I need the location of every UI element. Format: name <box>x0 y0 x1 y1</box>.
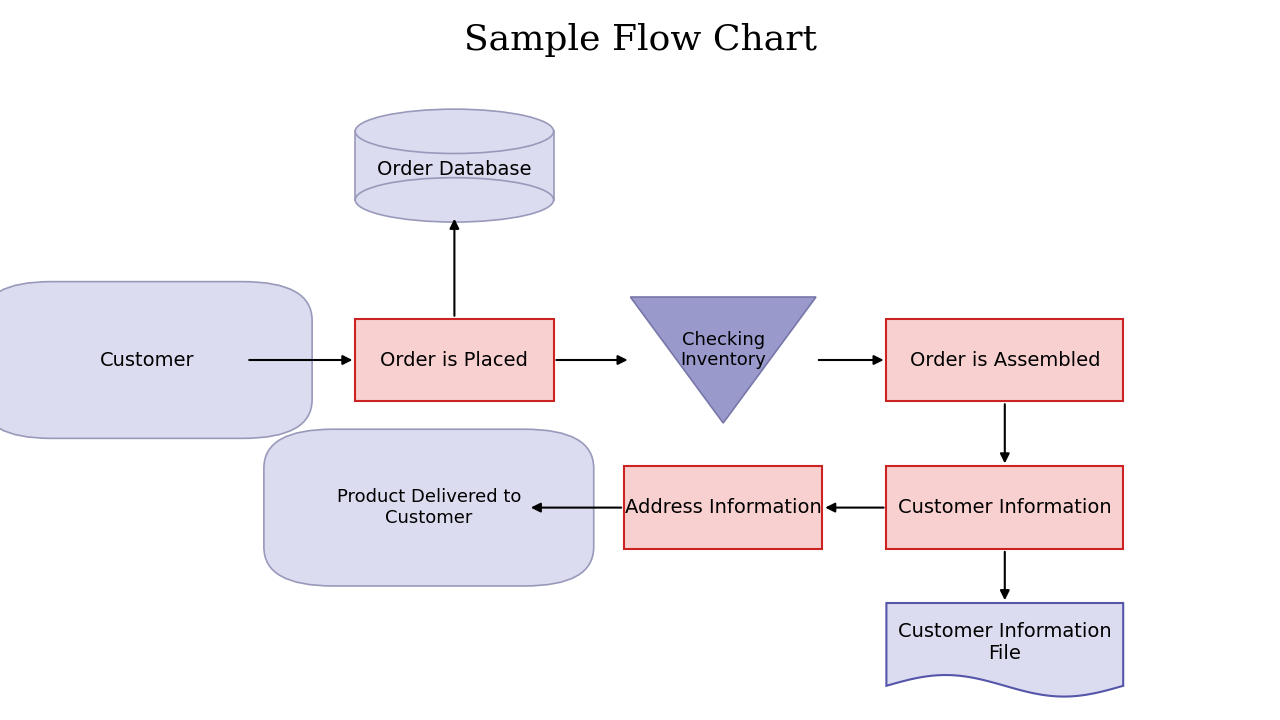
FancyBboxPatch shape <box>0 282 312 438</box>
Text: Product Delivered to
Customer: Product Delivered to Customer <box>337 488 521 527</box>
Text: Sample Flow Chart: Sample Flow Chart <box>463 22 817 57</box>
FancyBboxPatch shape <box>264 429 594 586</box>
Text: Address Information: Address Information <box>625 498 822 517</box>
Text: Order Database: Order Database <box>378 160 531 179</box>
Polygon shape <box>630 297 817 423</box>
Bar <box>886 467 1124 549</box>
Text: Checking
Inventory: Checking Inventory <box>680 330 767 369</box>
Text: Customer: Customer <box>100 351 195 369</box>
Ellipse shape <box>356 178 554 222</box>
Bar <box>355 318 553 401</box>
Polygon shape <box>886 603 1124 696</box>
Text: Order is Placed: Order is Placed <box>380 351 529 369</box>
Polygon shape <box>355 131 554 200</box>
Bar <box>886 318 1124 401</box>
Ellipse shape <box>356 109 554 153</box>
Bar <box>623 467 822 549</box>
Text: Customer Information: Customer Information <box>899 498 1111 517</box>
Text: Order is Assembled: Order is Assembled <box>910 351 1100 369</box>
Text: Customer Information
File: Customer Information File <box>899 622 1111 662</box>
